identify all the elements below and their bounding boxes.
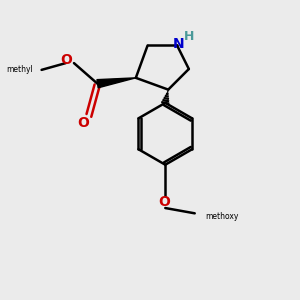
Text: N: N [173,37,184,51]
Text: O: O [158,195,170,209]
Text: methoxy: methoxy [205,212,238,221]
Text: O: O [77,116,89,130]
Text: O: O [60,52,72,67]
Polygon shape [97,78,136,88]
Text: methyl: methyl [6,65,33,74]
Text: H: H [184,29,195,43]
